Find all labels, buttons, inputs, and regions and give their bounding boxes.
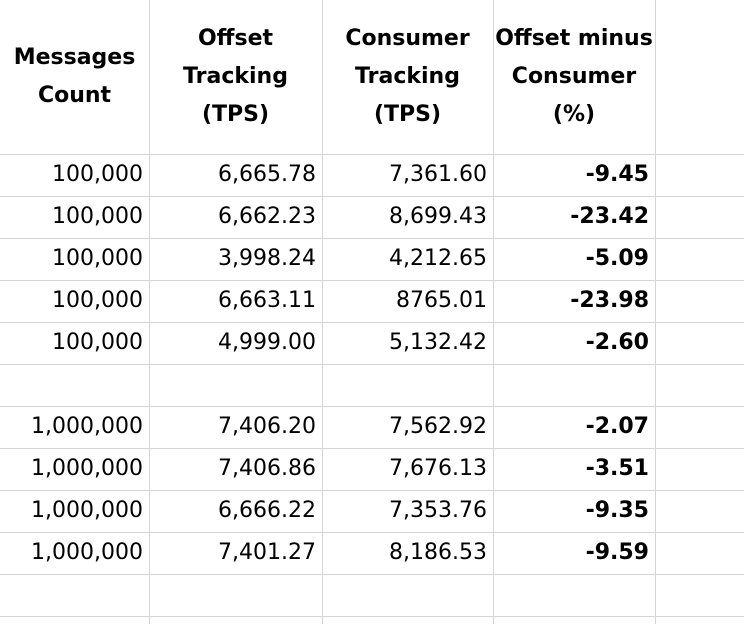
- cell-offset-minus-consumer[interactable]: [493, 574, 655, 616]
- cell-offset-tracking[interactable]: [149, 574, 322, 616]
- grid-hline: [0, 490, 744, 491]
- cell-messages-count[interactable]: [0, 574, 149, 616]
- cell-consumer-tracking[interactable]: 4,212.65: [389, 246, 487, 271]
- grid-hline: [0, 280, 744, 281]
- grid-hline: [0, 364, 744, 365]
- cell-consumer-tracking[interactable]: 7,562.92: [389, 414, 487, 439]
- cell-consumer-tracking[interactable]: 7,676.13: [389, 456, 487, 481]
- header-consumer-tracking[interactable]: Consumer Tracking (TPS): [345, 26, 470, 127]
- grid-hline: [0, 616, 744, 617]
- cell-consumer-tracking[interactable]: 8765.01: [396, 288, 487, 313]
- cell-consumer-tracking[interactable]: 8,699.43: [389, 204, 487, 229]
- table-row: 100,000 6,662.23 8,699.43 -23.42: [0, 196, 744, 238]
- table-row: 1,000,000 6,666.22 7,353.76 -9.35: [0, 490, 744, 532]
- cell-offset-minus-consumer[interactable]: -9.59: [585, 540, 649, 565]
- cell-consumer-tracking[interactable]: 8,186.53: [389, 540, 487, 565]
- grid-hline: [0, 532, 744, 533]
- cell-offset-tracking[interactable]: 7,406.20: [218, 414, 316, 439]
- cell-messages-count[interactable]: [0, 364, 149, 406]
- table-row: 1,000,000 7,406.86 7,676.13 -3.51: [0, 448, 744, 490]
- cell-messages-count[interactable]: 100,000: [52, 204, 143, 229]
- cell-offset-tracking[interactable]: 6,662.23: [218, 204, 316, 229]
- cell-offset-tracking[interactable]: 6,666.22: [218, 498, 316, 523]
- cell-offset-tracking[interactable]: 6,663.11: [218, 288, 316, 313]
- cell-consumer-tracking[interactable]: 7,353.76: [389, 498, 487, 523]
- table-row: 1,000,000 7,406.20 7,562.92 -2.07: [0, 406, 744, 448]
- cell-offset-tracking[interactable]: 6,665.78: [218, 162, 316, 187]
- grid-hline: [0, 322, 744, 323]
- grid-hline: [0, 238, 744, 239]
- grid-vline: [493, 0, 494, 624]
- cell-offset-minus-consumer[interactable]: -2.60: [585, 330, 649, 355]
- cell-consumer-tracking[interactable]: 5,132.42: [389, 330, 487, 355]
- table-row: 100,000 6,665.78 7,361.60 -9.45: [0, 154, 744, 196]
- header-messages-count[interactable]: Messages Count: [13, 45, 136, 108]
- cell-offset-minus-consumer[interactable]: -23.98: [570, 288, 649, 313]
- cell-messages-count[interactable]: 1,000,000: [31, 414, 143, 439]
- cell-offset-tracking[interactable]: 3,998.24: [218, 246, 316, 271]
- table-row-empty: [0, 574, 744, 616]
- header-offset-minus-consumer[interactable]: Offset minus Consumer (%): [495, 26, 653, 127]
- grid-hline: [0, 574, 744, 575]
- cell-offset-tracking[interactable]: [149, 364, 322, 406]
- cell-offset-minus-consumer[interactable]: -23.42: [570, 204, 649, 229]
- cell-offset-minus-consumer[interactable]: -9.45: [585, 162, 649, 187]
- cell-messages-count[interactable]: 100,000: [52, 162, 143, 187]
- cell-messages-count[interactable]: 100,000: [52, 246, 143, 271]
- cell-offset-minus-consumer[interactable]: -9.35: [585, 498, 649, 523]
- cell-offset-tracking[interactable]: 7,406.86: [218, 456, 316, 481]
- grid-vline: [322, 0, 323, 624]
- cell-consumer-tracking[interactable]: 7,361.60: [389, 162, 487, 187]
- cell-messages-count[interactable]: 1,000,000: [31, 456, 143, 481]
- cell-messages-count[interactable]: 1,000,000: [31, 540, 143, 565]
- grid-hline: [0, 154, 744, 155]
- grid-vline: [655, 0, 656, 624]
- cell-consumer-tracking[interactable]: [322, 364, 493, 406]
- cell-consumer-tracking[interactable]: [322, 574, 493, 616]
- cell-offset-tracking[interactable]: 7,401.27: [218, 540, 316, 565]
- cell-offset-minus-consumer[interactable]: -2.07: [585, 414, 649, 439]
- cell-offset-minus-consumer[interactable]: -3.51: [585, 456, 649, 481]
- table-row-empty: [0, 364, 744, 406]
- cell-messages-count[interactable]: 1,000,000: [31, 498, 143, 523]
- cell-messages-count[interactable]: 100,000: [52, 330, 143, 355]
- table-row: 100,000 3,998.24 4,212.65 -5.09: [0, 238, 744, 280]
- table-row: 100,000 4,999.00 5,132.42 -2.60: [0, 322, 744, 364]
- table-row: 100,000 6,663.11 8765.01 -23.98: [0, 280, 744, 322]
- header-offset-tracking[interactable]: Offset Tracking (TPS): [183, 26, 288, 127]
- table-row: 1,000,000 7,401.27 8,186.53 -9.59: [0, 532, 744, 574]
- grid-hline: [0, 406, 744, 407]
- cell-offset-tracking[interactable]: 4,999.00: [218, 330, 316, 355]
- grid-hline: [0, 196, 744, 197]
- grid-vline: [149, 0, 150, 624]
- cell-messages-count[interactable]: 100,000: [52, 288, 143, 313]
- grid-hline: [0, 448, 744, 449]
- cell-offset-minus-consumer[interactable]: [493, 364, 655, 406]
- cell-offset-minus-consumer[interactable]: -5.09: [585, 246, 649, 271]
